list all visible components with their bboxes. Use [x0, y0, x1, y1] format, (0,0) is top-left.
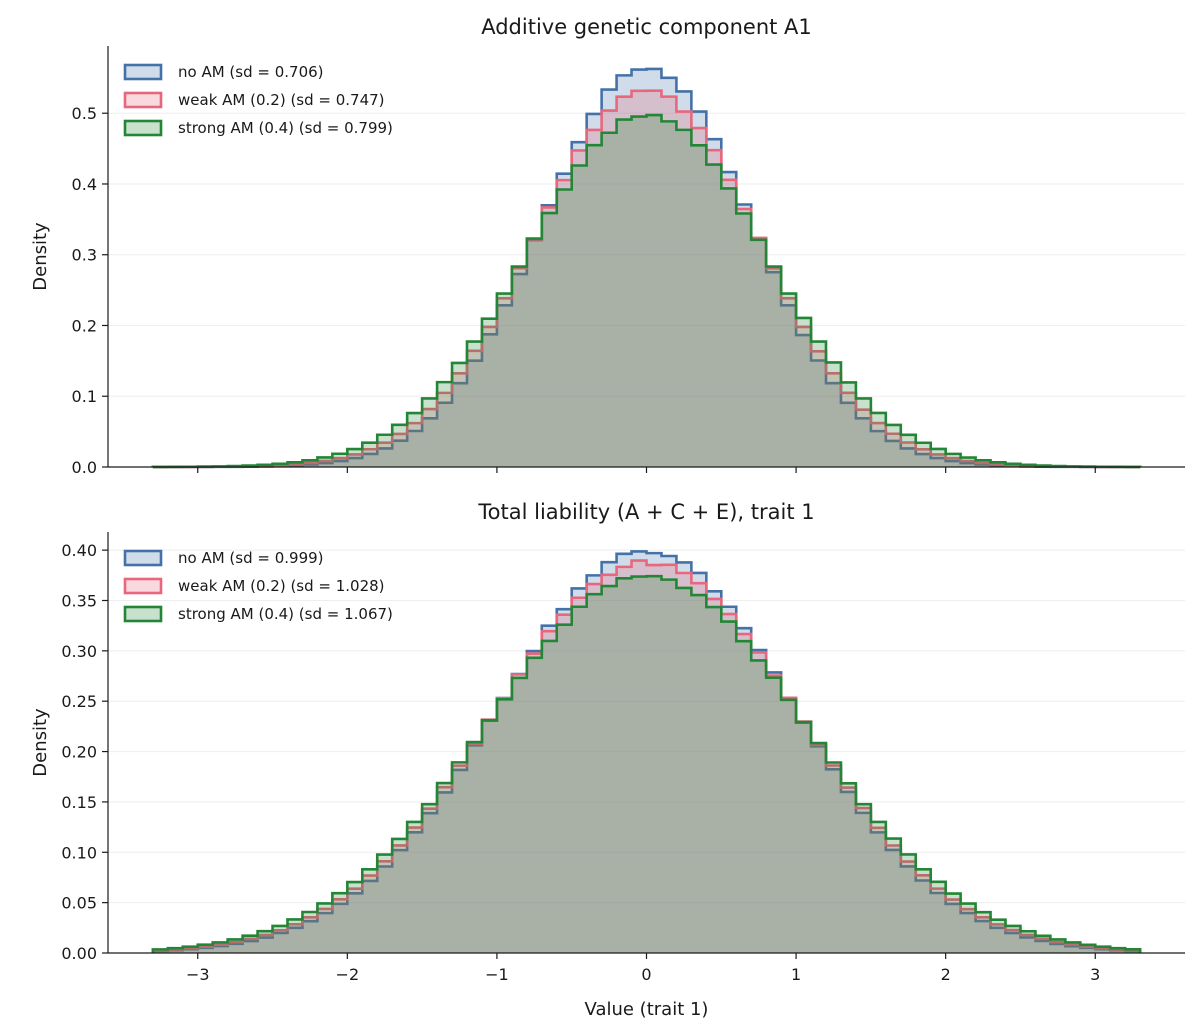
legend-swatch	[123, 63, 163, 81]
x-tick-label: 3	[1090, 965, 1100, 984]
y-axis-label: Density	[30, 222, 51, 291]
histogram-fill-1	[152, 90, 1141, 468]
x-tick-label: −1	[485, 965, 509, 984]
y-tick-label: 0.5	[72, 104, 97, 123]
legend-swatch	[123, 577, 163, 595]
histogram-outline-0	[151, 550, 1142, 953]
legend-swatch	[123, 605, 163, 623]
legend-swatch	[123, 91, 163, 109]
chart-title: Total liability (A + C + E), trait 1	[477, 500, 814, 524]
legend-label: strong AM (0.4) (sd = 1.067)	[178, 605, 393, 623]
y-tick-label: 0.3	[72, 246, 97, 265]
histogram-fill-0	[152, 68, 1141, 467]
histograms	[151, 550, 1142, 953]
y-axis-label: Density	[30, 708, 51, 777]
x-axis-label: Value (trait 1)	[585, 999, 709, 1020]
y-tick-label: 0.1	[72, 387, 97, 406]
histogram-outline-2	[151, 574, 1142, 953]
y-tick-label: 0.0	[72, 458, 97, 477]
histogram-outline-2	[151, 113, 1142, 469]
y-tick-label: 0.00	[61, 944, 97, 963]
legend-swatch	[123, 119, 163, 137]
histogram-fill-0	[152, 551, 1141, 953]
y-tick-label: 0.10	[61, 843, 97, 862]
histogram-fill-2	[152, 576, 1141, 953]
histogram-fill-1	[152, 560, 1141, 953]
legend: no AM (sd = 0.999) weak AM (0.2) (sd = 1.…	[123, 549, 393, 623]
x-tick-label: −3	[186, 965, 210, 984]
y-tick-label: 0.30	[61, 642, 97, 661]
y-tick-label: 0.25	[61, 692, 97, 711]
x-tick-label: 0	[641, 965, 651, 984]
histogram-outline-1	[151, 559, 1142, 953]
legend-label: weak AM (0.2) (sd = 0.747)	[178, 91, 385, 109]
legend-label: no AM (sd = 0.999)	[178, 549, 324, 567]
y-tick-label: 0.2	[72, 316, 97, 335]
y-tick-label: 0.4	[72, 175, 97, 194]
y-tick-label: 0.20	[61, 743, 97, 762]
x-tick-label: 2	[941, 965, 951, 984]
x-tick-label: −2	[336, 965, 360, 984]
legend-swatch	[123, 549, 163, 567]
y-tick-label: 0.15	[61, 793, 97, 812]
legend-label: no AM (sd = 0.706)	[178, 63, 324, 81]
y-tick-label: 0.05	[61, 894, 97, 913]
panel-additive-genetic: Additive genetic component A1 0.0 0.1 0.2 0.…	[30, 15, 1185, 477]
histograms	[151, 67, 1142, 469]
histogram-fill-2	[152, 115, 1141, 468]
histogram-outline-1	[151, 89, 1142, 469]
chart-title: Additive genetic component A1	[481, 15, 812, 39]
legend-label: weak AM (0.2) (sd = 1.028)	[178, 577, 385, 595]
legend: no AM (sd = 0.706) weak AM (0.2) (sd = 0.…	[123, 63, 393, 137]
y-tick-label: 0.40	[61, 541, 97, 560]
panel-total-liability: Total liability (A + C + E), trait 1 0.00…	[30, 500, 1185, 1020]
y-tick-label: 0.35	[61, 591, 97, 610]
legend-label: strong AM (0.4) (sd = 0.799)	[178, 119, 393, 137]
x-tick-label: 1	[791, 965, 801, 984]
